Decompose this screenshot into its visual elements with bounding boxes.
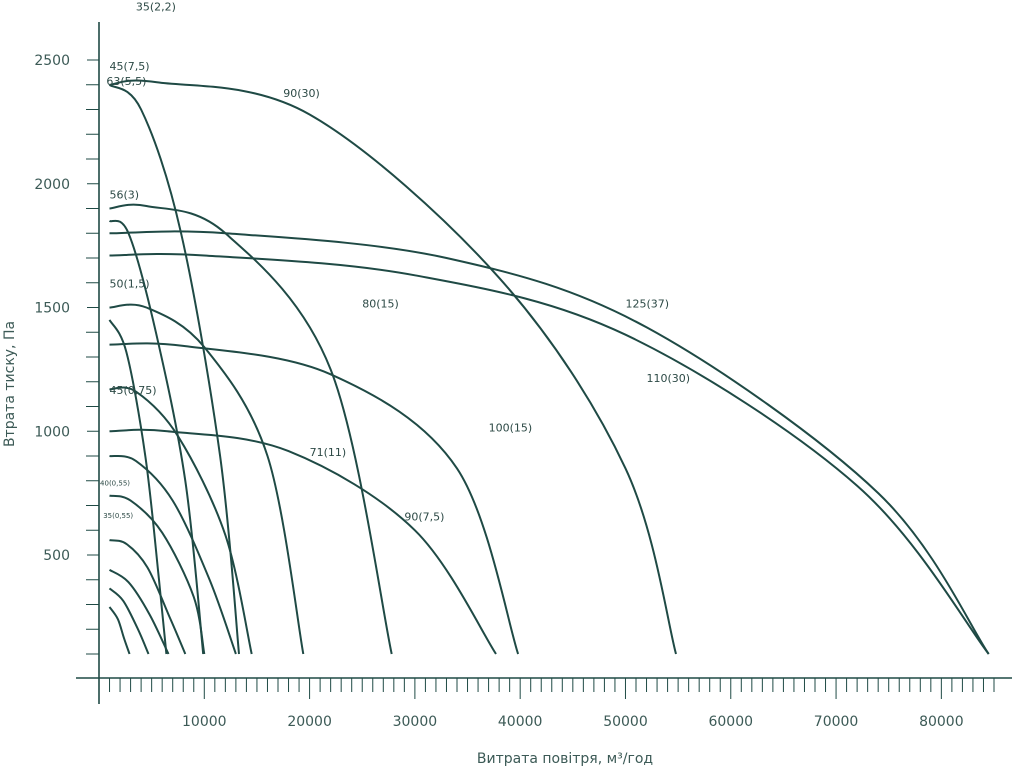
y-axis-title: Втрата тиску, Па bbox=[2, 321, 18, 447]
fan-curve bbox=[109, 303, 305, 655]
y-tick-label: 1000 bbox=[34, 424, 70, 440]
curve-label: 45(7,5) bbox=[110, 60, 150, 73]
y-tick-label: 1500 bbox=[34, 301, 70, 317]
curve-label: 35(2,2) bbox=[136, 1, 176, 14]
curve-label: 71(11) bbox=[310, 446, 347, 459]
curve-label: 110(30) bbox=[647, 372, 691, 385]
curve-label: 63(5,5) bbox=[106, 75, 146, 88]
fan-curve bbox=[109, 494, 206, 655]
x-tick-label: 50000 bbox=[603, 714, 648, 730]
x-tick-label: 40000 bbox=[498, 714, 543, 730]
x-axis-title: Витрата повітря, м³/год bbox=[477, 751, 653, 767]
curves-layer bbox=[108, 79, 990, 655]
x-tick-label: 70000 bbox=[814, 714, 859, 730]
x-tick-label: 30000 bbox=[393, 714, 438, 730]
curve-label: 50(1,5) bbox=[110, 278, 150, 291]
fan-curve bbox=[109, 230, 990, 655]
curve-label: 100(15) bbox=[489, 421, 533, 434]
fan-curve bbox=[109, 203, 393, 655]
curve-label: 90(7,5) bbox=[404, 510, 444, 523]
fan-curve bbox=[109, 342, 520, 655]
fan-curve bbox=[109, 253, 990, 655]
curve-label: 56(3) bbox=[110, 189, 140, 202]
x-tick-label: 10000 bbox=[182, 714, 227, 730]
fan-curve bbox=[109, 454, 237, 655]
curve-label: 90(30) bbox=[283, 87, 320, 100]
fan-curve bbox=[108, 587, 150, 655]
labels-layer: 35(0,55) 40(0,55) 45(0,75) 50(1,5) 56(3) 63(5… bbox=[100, 1, 691, 524]
fan-curve bbox=[109, 539, 187, 655]
y-tick-label: 500 bbox=[43, 548, 70, 564]
y-tick-label: 2500 bbox=[34, 53, 70, 69]
curve-label: 45(0,75) bbox=[110, 384, 157, 397]
fan-curve bbox=[109, 428, 497, 655]
fan-curve bbox=[108, 83, 240, 655]
curve-label: 35(0,55) bbox=[103, 512, 133, 520]
fan-curve bbox=[109, 386, 253, 655]
ticks-layer: 500 1000 1500 2000 2500 10000 20000 30000 40000 5… bbox=[34, 53, 995, 730]
y-tick-label: 2000 bbox=[34, 177, 70, 193]
fan-curve bbox=[109, 79, 677, 655]
curve-label: 80(15) bbox=[362, 298, 399, 311]
x-tick-label: 20000 bbox=[287, 714, 332, 730]
fan-curve bbox=[108, 606, 131, 655]
x-tick-label: 60000 bbox=[708, 714, 753, 730]
fan-curve bbox=[108, 569, 170, 655]
curve-label: 40(0,55) bbox=[100, 480, 130, 488]
curve-label: 125(37) bbox=[625, 298, 669, 311]
x-tick-label: 80000 bbox=[919, 714, 964, 730]
